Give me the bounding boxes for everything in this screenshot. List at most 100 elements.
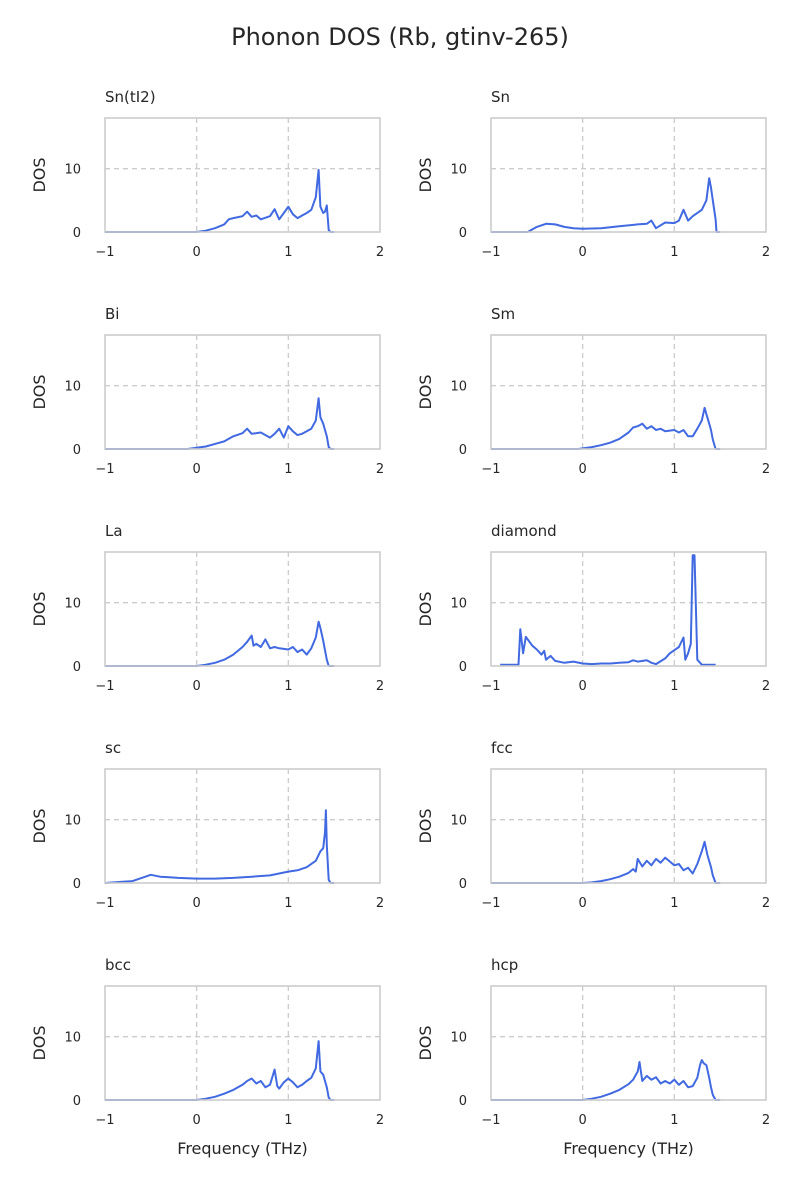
x-tick-label: −1 xyxy=(95,245,114,260)
y-tick-label: 10 xyxy=(450,814,467,829)
y-tick-label: 0 xyxy=(73,1094,81,1109)
x-tick-label: 1 xyxy=(670,679,678,694)
y-axis-label: DOS xyxy=(30,591,49,626)
x-axis-label: Frequency (THz) xyxy=(563,1139,693,1158)
axes-frame xyxy=(490,768,767,884)
x-tick-label: −1 xyxy=(481,245,500,260)
x-tick-label: 0 xyxy=(193,896,201,911)
x-tick-label: −1 xyxy=(95,462,114,477)
x-tick-label: 2 xyxy=(762,462,770,477)
x-tick-label: −1 xyxy=(95,1113,114,1128)
dos-line xyxy=(491,840,721,884)
x-tick-label: −1 xyxy=(481,1113,500,1128)
x-tick-label: 2 xyxy=(762,245,770,260)
y-axis-label: DOS xyxy=(416,374,435,409)
x-tick-label: 1 xyxy=(284,245,292,260)
y-tick-label: 0 xyxy=(459,226,467,241)
x-tick-label: 2 xyxy=(376,245,384,260)
x-tick-label: −1 xyxy=(481,679,500,694)
axes-frame xyxy=(104,985,381,1101)
dos-line xyxy=(500,554,716,666)
axes-frame xyxy=(104,334,381,450)
x-tick-label: 0 xyxy=(193,245,201,260)
axes-frame xyxy=(490,117,767,233)
x-tick-label: 0 xyxy=(193,679,201,694)
x-tick-label: 0 xyxy=(579,1113,587,1128)
y-tick-label: 10 xyxy=(64,814,81,829)
dos-line xyxy=(491,406,721,450)
axes-frame xyxy=(490,551,767,667)
panel-title: bcc xyxy=(105,956,131,974)
y-tick-label: 10 xyxy=(64,380,81,395)
y-axis-label: DOS xyxy=(30,157,49,192)
x-tick-label: 1 xyxy=(670,462,678,477)
dos-line xyxy=(491,1059,721,1101)
dos-line xyxy=(105,620,335,667)
x-axis-label: Frequency (THz) xyxy=(177,1139,307,1158)
dos-panel: La −1 0 1 2 0 10 DOS xyxy=(30,522,384,694)
axes-frame xyxy=(104,551,381,667)
dos-panel: Sn −1 0 1 2 0 10 DOS xyxy=(416,88,770,260)
y-tick-label: 10 xyxy=(450,380,467,395)
y-tick-label: 0 xyxy=(73,877,81,892)
x-tick-label: 2 xyxy=(376,896,384,911)
x-tick-label: 1 xyxy=(284,462,292,477)
x-tick-label: −1 xyxy=(481,896,500,911)
dos-line xyxy=(104,809,335,884)
y-tick-label: 0 xyxy=(459,443,467,458)
x-tick-label: 2 xyxy=(376,1113,384,1128)
y-axis-label: DOS xyxy=(416,591,435,626)
x-tick-label: −1 xyxy=(95,679,114,694)
figure-title: Phonon DOS (Rb, gtinv-265) xyxy=(231,23,569,51)
y-axis-label: DOS xyxy=(30,374,49,409)
x-tick-label: 2 xyxy=(762,1113,770,1128)
x-tick-label: 0 xyxy=(579,896,587,911)
dos-panel: diamond −1 0 1 2 0 10 DOS xyxy=(416,522,770,694)
panel-title: Bi xyxy=(105,305,119,323)
x-tick-label: 1 xyxy=(284,679,292,694)
y-axis-label: DOS xyxy=(30,808,49,843)
dos-panel: fcc −1 0 1 2 0 10 DOS xyxy=(416,739,770,911)
dos-line xyxy=(105,397,335,450)
x-tick-label: 0 xyxy=(579,462,587,477)
x-tick-label: 2 xyxy=(376,462,384,477)
y-tick-label: 10 xyxy=(64,1031,81,1046)
x-tick-label: −1 xyxy=(95,896,114,911)
dos-line xyxy=(491,177,721,233)
panel-title: Sn(tI2) xyxy=(105,88,156,106)
y-tick-label: 10 xyxy=(450,163,467,178)
panel-title: La xyxy=(105,522,123,540)
x-tick-label: 2 xyxy=(376,679,384,694)
y-tick-label: 0 xyxy=(73,660,81,675)
panel-title: fcc xyxy=(491,739,513,757)
dos-panel: Sm −1 0 1 2 0 10 DOS xyxy=(416,305,770,477)
x-tick-label: 2 xyxy=(762,896,770,911)
y-axis-label: DOS xyxy=(30,1025,49,1060)
y-tick-label: 10 xyxy=(64,163,81,178)
x-tick-label: 1 xyxy=(670,896,678,911)
x-tick-label: 1 xyxy=(284,896,292,911)
dos-panel: Sn(tI2) −1 0 1 2 0 10 DOS xyxy=(30,88,384,260)
x-tick-label: 1 xyxy=(284,1113,292,1128)
y-axis-label: DOS xyxy=(416,1025,435,1060)
axes-frame xyxy=(104,117,381,233)
panel-title: Sn xyxy=(491,88,510,106)
x-tick-label: −1 xyxy=(481,462,500,477)
dos-panel: bcc −1 0 1 2 0 10 DOS Frequency (THz) xyxy=(30,956,384,1158)
y-axis-label: DOS xyxy=(416,157,435,192)
x-tick-label: 0 xyxy=(193,1113,201,1128)
x-tick-label: 1 xyxy=(670,245,678,260)
axes-frame xyxy=(490,985,767,1101)
dos-line xyxy=(105,168,335,233)
x-tick-label: 0 xyxy=(193,462,201,477)
dos-panel: Bi −1 0 1 2 0 10 DOS xyxy=(30,305,384,477)
y-axis-label: DOS xyxy=(416,808,435,843)
y-tick-label: 0 xyxy=(459,660,467,675)
y-tick-label: 10 xyxy=(450,597,467,612)
x-tick-label: 0 xyxy=(579,245,587,260)
dos-line xyxy=(105,1040,335,1101)
axes-frame xyxy=(490,334,767,450)
y-tick-label: 0 xyxy=(73,443,81,458)
dos-panel: hcp −1 0 1 2 0 10 DOS Frequency (THz) xyxy=(416,956,770,1158)
